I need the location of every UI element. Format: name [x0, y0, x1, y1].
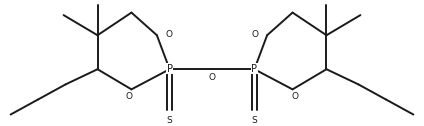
Text: P: P [167, 64, 173, 74]
Text: S: S [167, 116, 173, 125]
Text: O: O [209, 73, 215, 82]
Text: O: O [126, 92, 133, 101]
Text: O: O [252, 30, 259, 39]
Text: P: P [251, 64, 257, 74]
Text: O: O [165, 30, 172, 39]
Text: O: O [291, 92, 298, 101]
Text: S: S [251, 116, 257, 125]
